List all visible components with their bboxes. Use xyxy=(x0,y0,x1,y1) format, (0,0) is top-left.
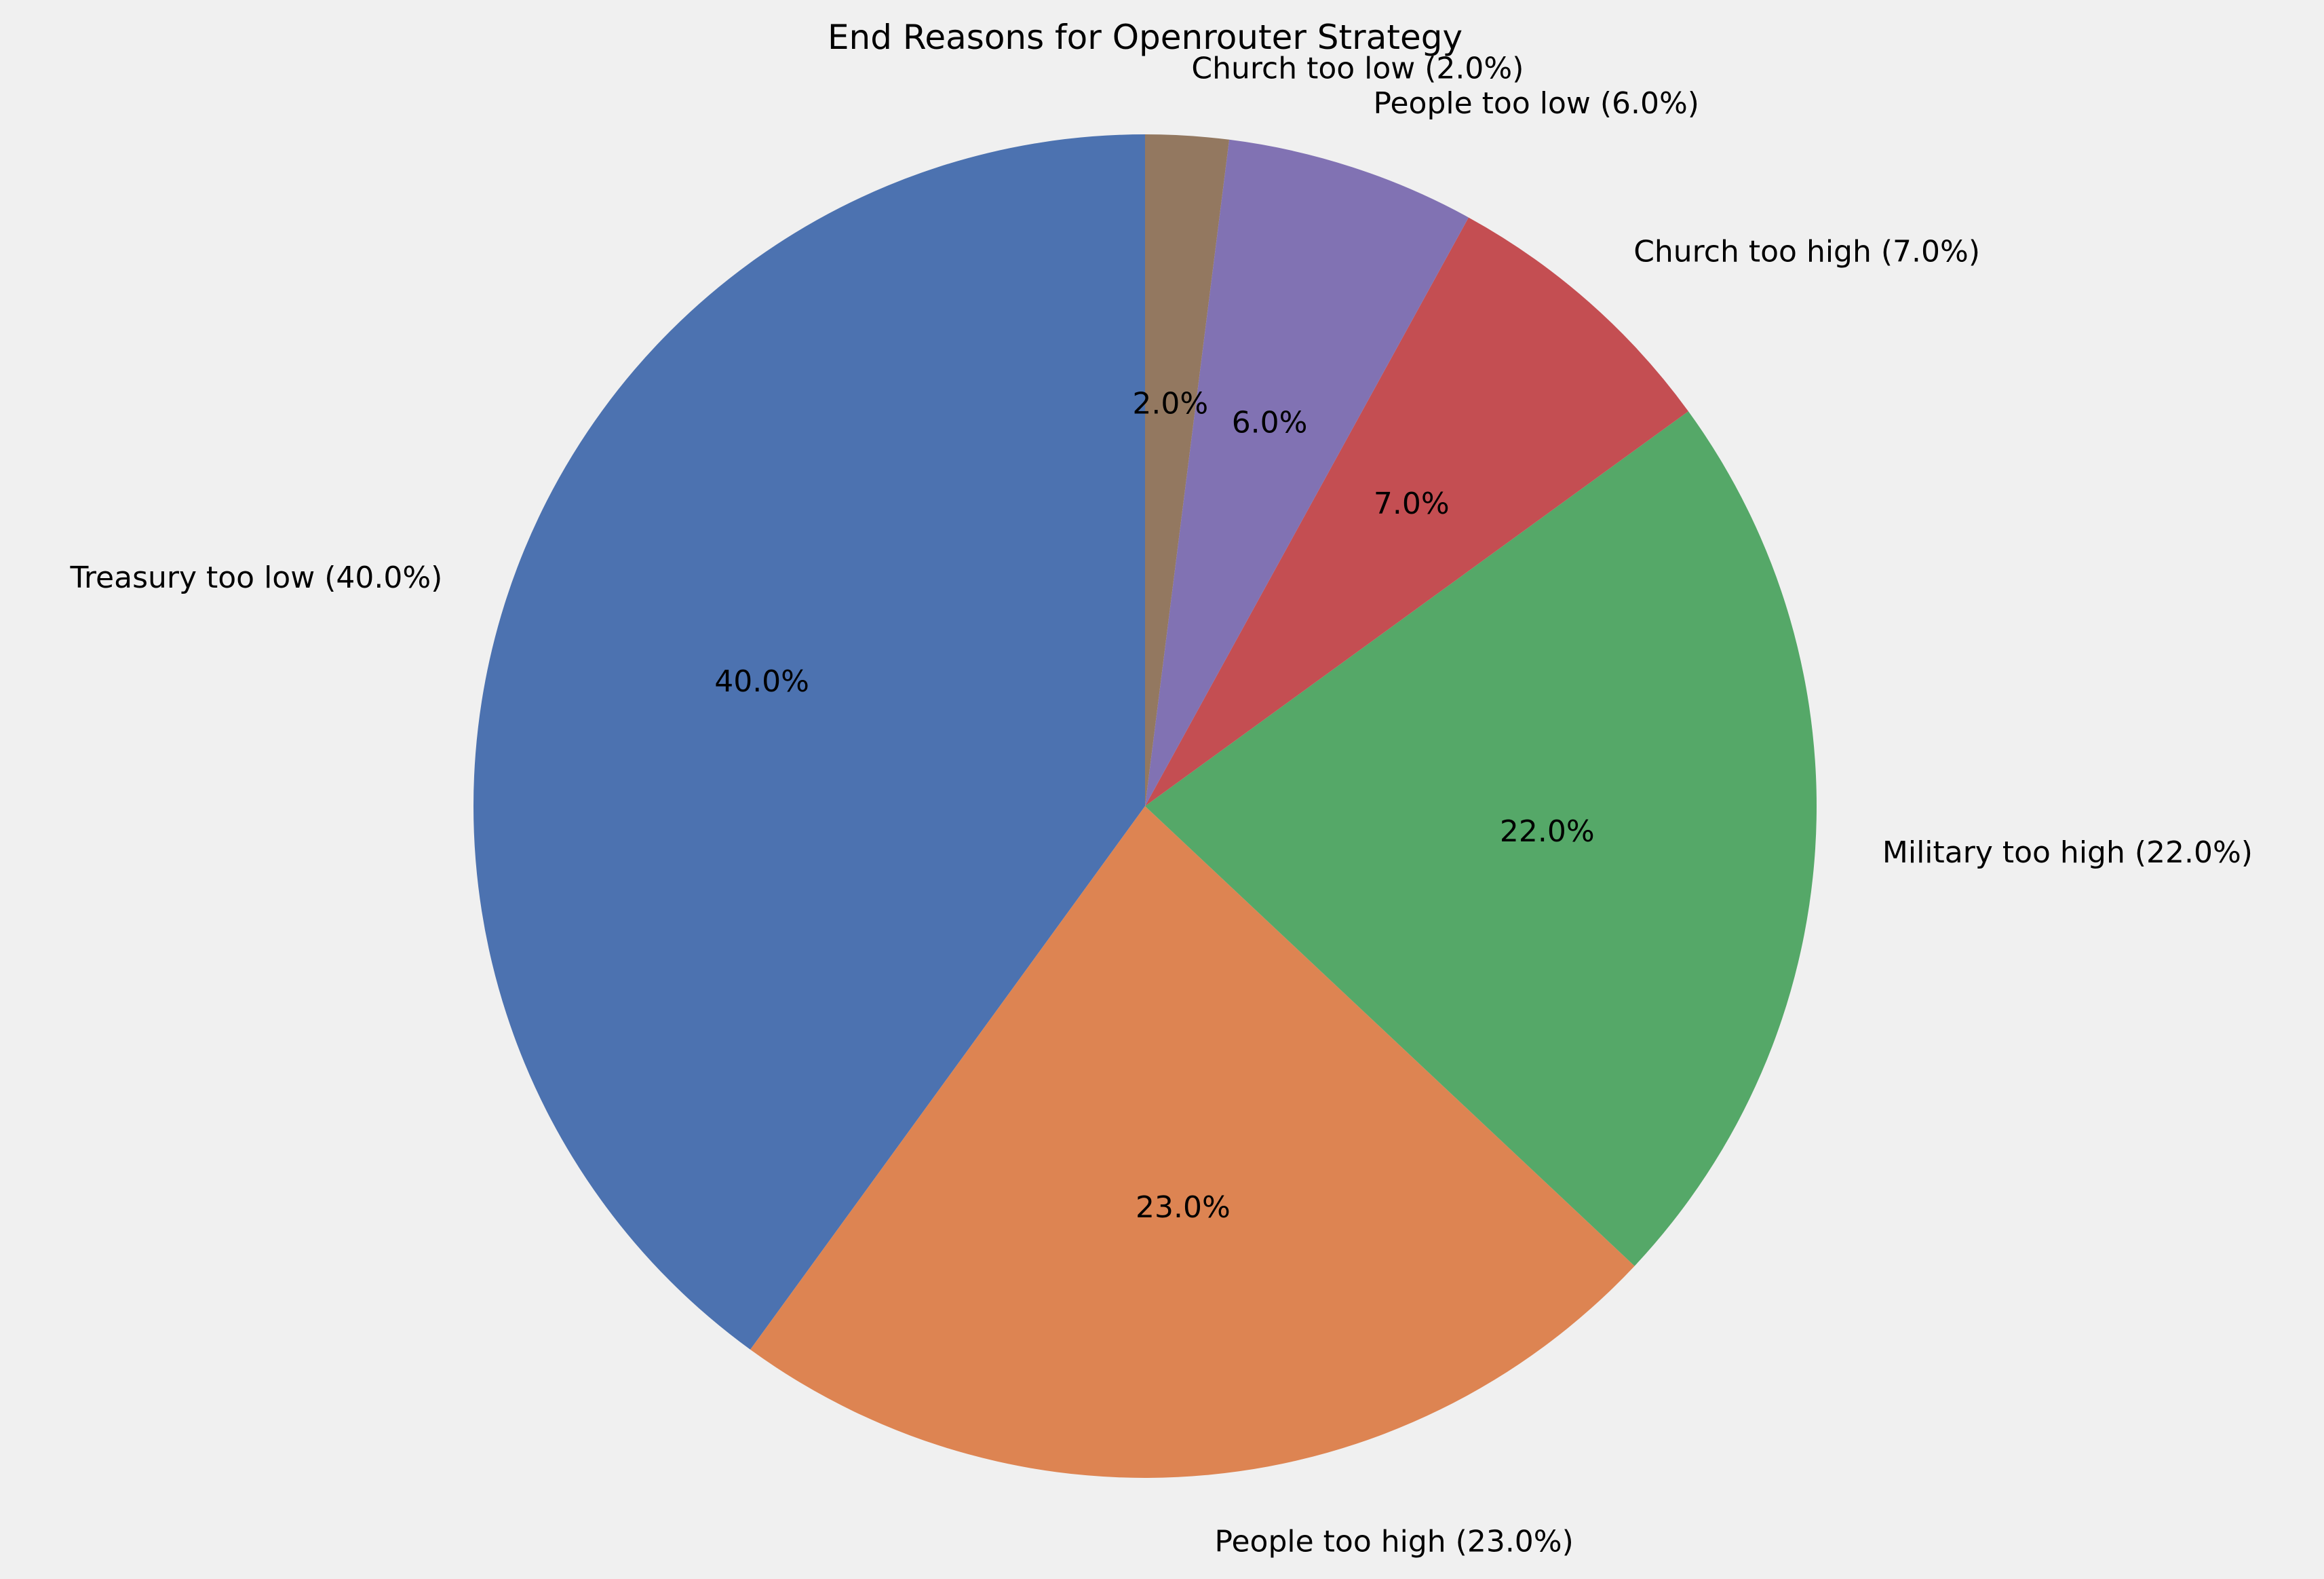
slice-label: Treasury too low (40.0%) xyxy=(70,560,443,595)
slice-percentage-label: 6.0% xyxy=(1232,406,1308,440)
percentage-labels: 40.0% 23.0% 22.0% 7.0% 6.0% 2.0% xyxy=(714,387,1594,1225)
slice-percentage-label: 23.0% xyxy=(1136,1190,1231,1225)
slice-percentage-label: 22.0% xyxy=(1500,814,1595,849)
pie-slice xyxy=(1145,139,1469,806)
slice-label: Church too low (2.0%) xyxy=(1191,52,1524,86)
pie-slice xyxy=(1145,411,1817,1266)
slice-percentage-label: 2.0% xyxy=(1132,387,1208,421)
slice-labels: Treasury too low (40.0%) People too high … xyxy=(70,52,2253,1559)
slice-label: Military too high (22.0%) xyxy=(1882,835,2253,870)
pie-slice xyxy=(1145,217,1688,807)
pie-slice xyxy=(750,806,1635,1479)
pie-slice xyxy=(473,134,1145,1350)
pie-slices xyxy=(473,134,1817,1479)
slice-label: People too high (23.0%) xyxy=(1215,1525,1574,1559)
slice-label: Church too high (7.0%) xyxy=(1633,235,1980,269)
slice-percentage-label: 40.0% xyxy=(714,664,809,699)
slice-label: People too low (6.0%) xyxy=(1374,86,1699,121)
chart-title: End Reasons for Openrouter Strategy xyxy=(828,18,1463,57)
pie-slice xyxy=(1145,134,1230,806)
slice-percentage-label: 7.0% xyxy=(1374,487,1450,521)
